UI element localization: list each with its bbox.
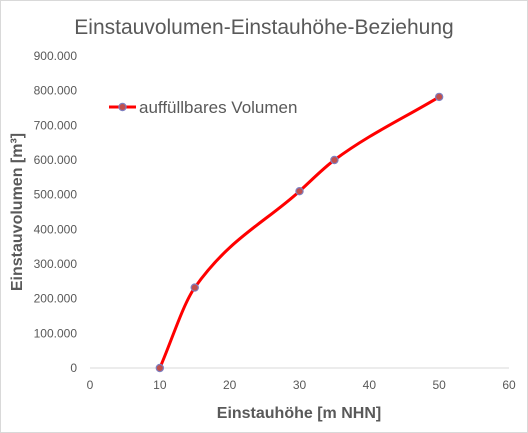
legend-label: auffüllbares Volumen [139, 98, 297, 117]
x-tick-label: 40 [363, 378, 377, 392]
y-tick-label: 200.000 [34, 292, 78, 306]
y-tick-label: 800.000 [34, 84, 78, 98]
data-point [330, 155, 339, 165]
y-axis-title: Einstauvolumen [m³] [9, 133, 26, 291]
x-axis-title: Einstauhöhe [m NHN] [217, 405, 381, 422]
data-point [434, 92, 444, 102]
y-tick-label: 300.000 [34, 257, 78, 271]
data-point [155, 363, 165, 373]
y-tick-label: 600.000 [34, 153, 78, 167]
x-tick-label: 30 [293, 378, 307, 392]
x-tick-label: 20 [223, 378, 237, 392]
x-tick-labels: 0 10 20 30 40 50 60 [87, 378, 516, 392]
y-tick-label: 0 [70, 361, 77, 375]
y-tick-label: 500.000 [34, 188, 78, 202]
series-line [158, 95, 441, 370]
data-point [295, 186, 304, 196]
y-tick-label: 900.000 [34, 49, 78, 63]
y-tick-labels: 0 100.000 200.000 300.000 400.000 500.000 600.… [34, 49, 78, 375]
x-tick-label: 10 [153, 378, 167, 392]
data-point [190, 283, 199, 292]
y-tick-label: 700.000 [34, 118, 78, 132]
x-tick-label: 60 [502, 378, 516, 392]
y-tick-label: 100.000 [34, 326, 78, 340]
series-layer [155, 92, 444, 373]
legend-marker [118, 102, 127, 112]
legend: auffüllbares Volumen [109, 98, 297, 117]
y-tick-label: 400.000 [34, 222, 78, 236]
chart-title: Einstauvolumen-Einstauhöhe-Beziehung [74, 16, 453, 39]
x-tick-label: 50 [432, 378, 446, 392]
x-tick-label: 0 [87, 378, 94, 392]
